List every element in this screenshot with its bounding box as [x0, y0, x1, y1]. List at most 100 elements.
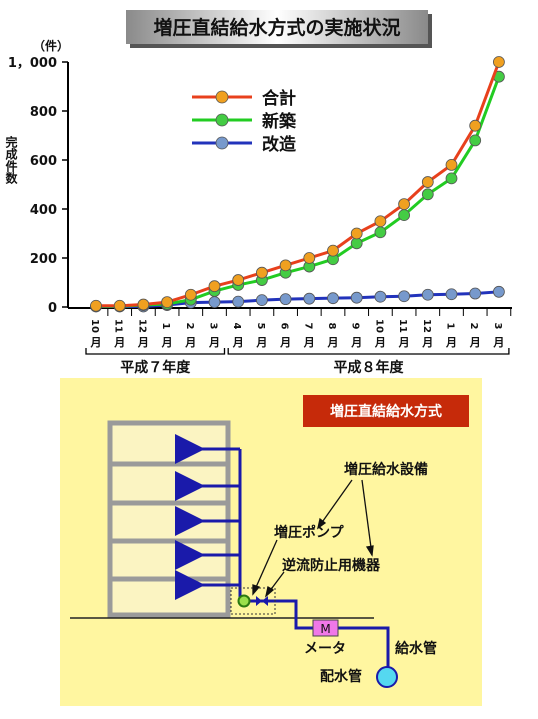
x-tick-number: 10	[89, 319, 100, 333]
y-axis-label: 完成件数	[4, 135, 18, 185]
data-point	[303, 252, 316, 264]
label-main-pipe: 配水管	[320, 668, 362, 685]
y-tick-label: 200	[30, 252, 57, 267]
x-tick-suffix: 月	[421, 336, 433, 349]
chart-title-box	[126, 10, 428, 44]
data-point	[232, 295, 245, 308]
data-point	[279, 259, 292, 272]
legend-label: 合計	[262, 88, 296, 109]
data-point	[208, 280, 221, 293]
building	[107, 420, 231, 618]
label-supply-pipe: 給水管	[395, 640, 437, 657]
y-tick-label: 400	[30, 203, 57, 218]
legend-marker	[215, 136, 229, 150]
period-bracket	[85, 348, 226, 355]
data-point	[184, 288, 197, 301]
x-tick-suffix: 月	[350, 336, 362, 349]
data-point	[208, 296, 221, 309]
riser-pipe	[175, 434, 390, 672]
data-point	[374, 290, 387, 303]
x-tick-suffix: 月	[492, 336, 504, 349]
x-tick-number: 6	[279, 323, 290, 330]
x-tick-suffix: 月	[398, 336, 410, 349]
x-tick-number: 8	[326, 323, 337, 330]
label-meter: メータ	[304, 641, 346, 657]
data-point	[137, 298, 150, 311]
diagram-title-box	[303, 395, 469, 427]
x-tick-number: 11	[397, 319, 408, 333]
x-tick-suffix: 月	[208, 336, 220, 349]
x-tick-suffix: 月	[303, 336, 315, 349]
x-tick-number: 7	[302, 323, 313, 330]
x-tick-suffix: 月	[255, 336, 267, 349]
x-tick-suffix: 月	[232, 336, 244, 349]
x-tick-number: 1	[160, 323, 171, 330]
data-point	[445, 172, 458, 185]
legend-marker	[215, 90, 229, 104]
data-point	[90, 299, 102, 312]
y-tick-label: 1，000	[8, 56, 57, 71]
data-point	[421, 288, 434, 301]
data-point	[398, 198, 411, 211]
meter-symbol: M	[320, 622, 330, 636]
data-point	[492, 56, 505, 68]
legend-label: 改造	[262, 134, 297, 155]
legend-marker	[215, 113, 229, 127]
label-equipment: 増圧給水設備	[344, 461, 428, 478]
x-tick-number: 12	[136, 319, 147, 333]
data-point	[374, 215, 387, 228]
data-point	[469, 119, 482, 132]
data-point	[327, 292, 339, 305]
x-tick-number: 5	[255, 323, 266, 330]
x-tick-number: 9	[350, 323, 361, 330]
chart-title: 増圧直結給水方式の実施状況	[153, 16, 400, 39]
data-point	[469, 134, 482, 147]
x-tick-suffix: 月	[469, 336, 481, 349]
main-pipe-symbol	[376, 666, 398, 688]
period-label: 平成７年度	[120, 359, 191, 376]
x-tick-suffix: 月	[137, 336, 149, 349]
x-tick-suffix: 月	[113, 336, 125, 349]
data-point	[445, 158, 458, 171]
data-point	[445, 288, 458, 301]
diagram-title: 増圧直結給水方式	[330, 403, 442, 420]
x-tick-number: 12	[421, 319, 432, 333]
x-tick-suffix: 月	[445, 336, 457, 349]
x-tick-suffix: 月	[279, 336, 291, 349]
data-point	[421, 176, 434, 188]
data-point	[303, 292, 316, 305]
data-point	[469, 287, 482, 300]
data-point	[232, 274, 245, 286]
x-tick-suffix: 月	[161, 336, 173, 349]
data-point	[350, 291, 363, 304]
x-tick-number: 2	[184, 323, 195, 330]
period-bracket	[227, 348, 510, 355]
x-tick-suffix: 月	[374, 336, 386, 349]
series-line-新築	[96, 76, 501, 308]
x-tick-number: 10	[373, 319, 384, 333]
y-tick-label: 600	[30, 154, 57, 169]
data-point	[398, 290, 411, 303]
data-point	[113, 299, 126, 312]
data-point	[161, 296, 174, 309]
x-tick-number: 1	[445, 323, 456, 330]
data-point	[327, 244, 339, 257]
x-tick-number: 4	[231, 323, 242, 330]
y-tick-label: 800	[30, 105, 57, 120]
x-tick-suffix: 月	[184, 336, 196, 349]
x-tick-number: 11	[113, 319, 124, 333]
data-point	[350, 237, 363, 250]
check-valve-symbol	[256, 596, 268, 606]
x-tick-number: 3	[208, 323, 219, 330]
annotation-arrows	[252, 479, 374, 598]
label-backflow: 逆流防止用機器	[282, 557, 381, 574]
label-pump: 増圧ポンプ	[274, 524, 345, 541]
data-point	[255, 294, 268, 307]
meter-box	[312, 619, 339, 637]
data-point	[398, 209, 411, 222]
x-tick-suffix: 月	[90, 336, 102, 349]
period-label: 平成８年度	[334, 359, 405, 376]
x-tick-number: 2	[468, 323, 479, 330]
data-point	[279, 293, 292, 306]
